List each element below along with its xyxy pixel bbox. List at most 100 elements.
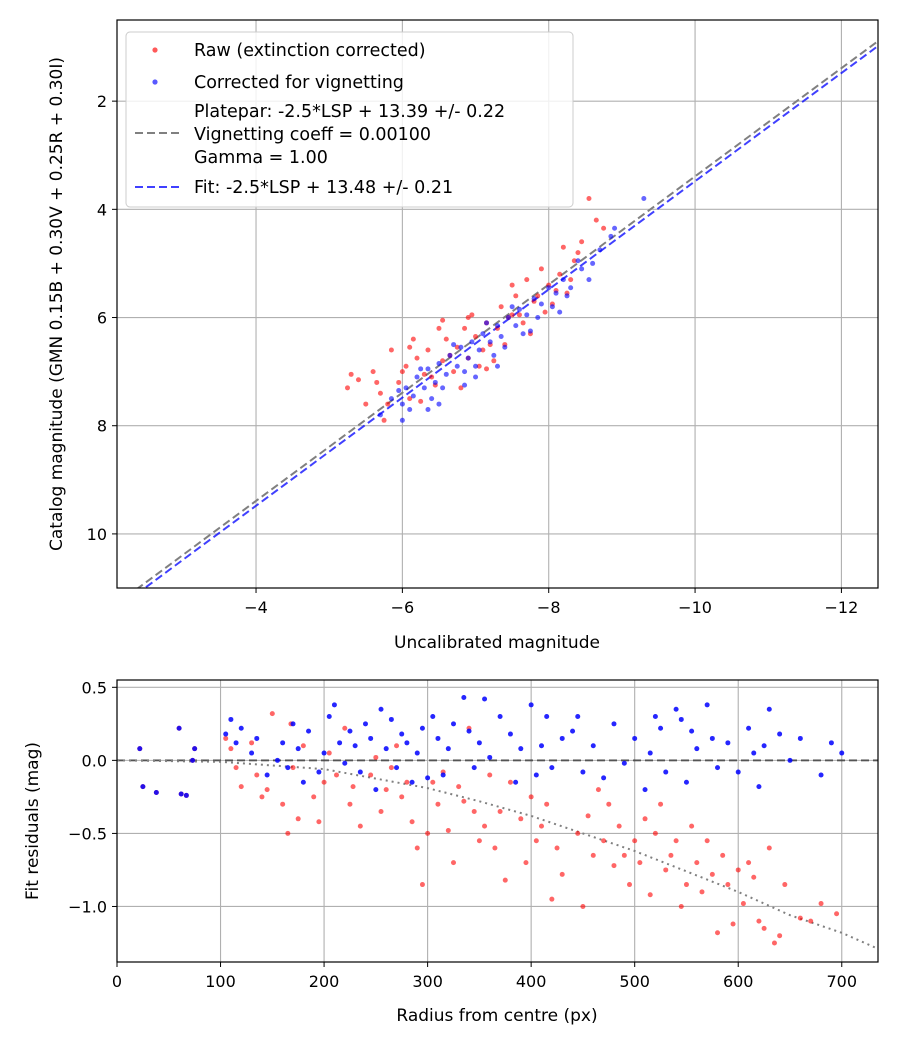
raw-point (374, 379, 380, 385)
corrected-residual-point (559, 735, 565, 741)
corrected-residual-point (249, 750, 255, 756)
raw-point (348, 371, 354, 377)
bottom-ytick-label: 0.0 (82, 751, 107, 770)
raw-residual-point (797, 915, 803, 921)
top-xlabel: Uncalibrated magnitude (394, 633, 600, 653)
legend-raw-label: Raw (extinction corrected) (194, 41, 426, 61)
raw-residual-point (388, 765, 394, 771)
raw-point (509, 282, 515, 288)
raw-residual-point (668, 852, 674, 858)
corrected-residual-point (254, 735, 260, 741)
raw-point (425, 347, 431, 353)
corrected-residual-point (430, 714, 436, 720)
raw-point (355, 377, 361, 383)
corrected-residual-point (756, 784, 762, 790)
raw-residual-point (725, 882, 731, 888)
raw-point (568, 277, 574, 283)
corrected-residual-point (368, 735, 374, 741)
corrected-residual-point (190, 757, 196, 763)
bottom-xtick-label: 600 (723, 972, 754, 991)
raw-residual-point (539, 823, 545, 829)
corrected-point (436, 401, 442, 407)
raw-residual-point (497, 809, 503, 815)
corrected-point (612, 225, 618, 231)
raw-residual-point (616, 823, 622, 829)
corrected-point (421, 385, 427, 391)
corrected-residual-point (647, 750, 653, 756)
raw-residual-point (471, 809, 477, 815)
raw-residual-point (461, 798, 467, 804)
raw-residual-point (777, 933, 783, 939)
raw-residual-point (740, 901, 746, 907)
raw-residual-point (663, 867, 669, 873)
corrected-residual-point (352, 743, 358, 749)
raw-point (480, 347, 486, 353)
corrected-point (546, 285, 552, 291)
raw-residual-point (544, 801, 550, 807)
raw-point (377, 390, 383, 396)
corrected-residual-point (414, 750, 420, 756)
corrected-point (557, 309, 563, 315)
raw-residual-point (694, 860, 700, 866)
raw-residual-point (357, 823, 363, 829)
raw-residual-point (326, 750, 332, 756)
raw-residual-point (259, 794, 265, 800)
raw-residual-point (575, 830, 581, 836)
corrected-residual-point (435, 735, 441, 741)
raw-residual-point (585, 813, 591, 819)
raw-point (524, 277, 530, 283)
raw-residual-point (280, 801, 286, 807)
corrected-point (403, 385, 409, 391)
raw-residual-point (590, 852, 596, 858)
raw-point (440, 317, 446, 323)
corrected-point (462, 369, 468, 375)
raw-residual-point (430, 779, 436, 785)
corrected-residual-point (140, 784, 146, 790)
corrected-point (495, 363, 500, 369)
corrected-residual-point (274, 757, 280, 763)
corrected-residual-point (233, 740, 239, 746)
corrected-point (590, 260, 596, 266)
raw-residual-point (647, 892, 653, 898)
legend-platepar-line2: Vignetting coeff = 0.00100 (194, 125, 431, 145)
raw-residual-point (394, 743, 400, 749)
corrected-residual-point (513, 779, 519, 785)
corrected-residual-point (766, 706, 772, 712)
raw-point (516, 312, 522, 318)
raw-residual-point (715, 930, 721, 936)
raw-point (538, 266, 544, 272)
corrected-point (447, 352, 453, 358)
bottom-xtick-label: 400 (516, 972, 547, 991)
corrected-residual-point (450, 721, 456, 727)
corrected-residual-point (549, 765, 555, 771)
corrected-residual-point (694, 746, 700, 752)
legend-corrected-marker (152, 79, 158, 85)
raw-residual-point (350, 784, 356, 790)
corrected-point (396, 388, 402, 394)
raw-point (476, 363, 482, 369)
corrected-residual-point (678, 716, 684, 722)
corrected-point (414, 374, 420, 380)
corrected-residual-point (735, 769, 741, 775)
corrected-residual-point (709, 735, 715, 741)
corrected-residual-point (777, 731, 783, 737)
corrected-residual-point (326, 714, 332, 720)
corrected-point (491, 352, 497, 358)
raw-residual-point (445, 827, 451, 833)
raw-residual-point (709, 871, 715, 877)
top-points (344, 196, 647, 423)
corrected-residual-point (153, 790, 159, 796)
raw-residual-point (414, 845, 420, 851)
corrected-residual-point (440, 772, 446, 778)
corrected-point (458, 344, 464, 350)
corrected-residual-point (683, 779, 689, 785)
bottom-plot-frame (116, 679, 879, 963)
corrected-residual-point (570, 728, 576, 734)
raw-point (451, 369, 457, 375)
corrected-residual-point (176, 725, 182, 731)
corrected-point (498, 333, 504, 339)
bottom-xlabel: Radius from centre (px) (396, 1006, 597, 1026)
raw-residual-point (678, 903, 684, 909)
raw-point (593, 217, 599, 223)
raw-residual-point (580, 903, 586, 909)
